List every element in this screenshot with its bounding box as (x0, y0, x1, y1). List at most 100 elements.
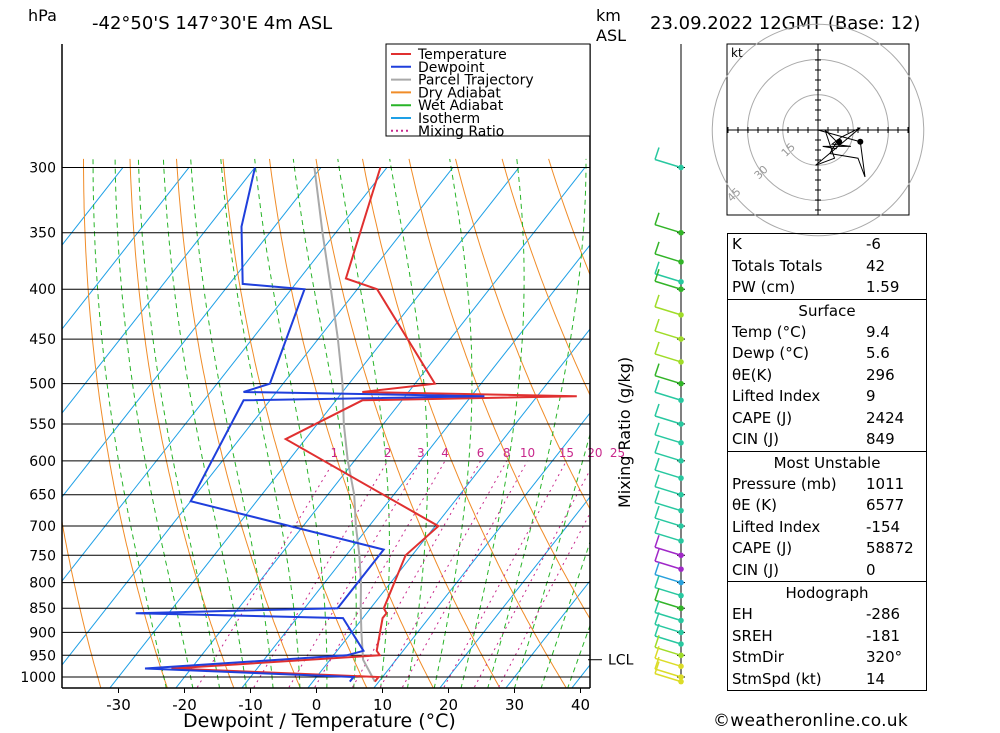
x-axis-title: Dewpoint / Temperature (°C) (183, 710, 456, 732)
pressure-tick-label: 300 (29, 160, 56, 176)
wind-barb (654, 668, 682, 678)
index-label: θE (K) (732, 496, 777, 514)
isotherm-line (62, 167, 454, 666)
pressure-tick-label: 400 (29, 282, 56, 298)
index-value: -6 (866, 235, 881, 253)
isotherm-line (373, 412, 590, 688)
chart-axes: -30 -20 -10 0 10 20 30 40 (61, 44, 591, 714)
wind-barb (654, 434, 682, 444)
mixing-ratio-line (401, 460, 528, 688)
mixing-ratio-tick-label: 1 (330, 446, 338, 460)
wind-barb-point (678, 440, 684, 446)
index-value: 2424 (866, 408, 905, 427)
isotherm-line (109, 167, 520, 688)
x-tick-label: -10 (238, 696, 263, 714)
wind-barb (654, 635, 682, 645)
x-tick-label: 10 (373, 696, 392, 714)
dry-adiabat-line (222, 158, 368, 688)
wind-barb-point (678, 552, 684, 559)
wet-adiabat-line (190, 158, 274, 688)
wind-barb-feather (654, 505, 660, 519)
legend-box (385, 43, 591, 137)
wind-barb-point (678, 678, 684, 685)
index-value: 1011 (866, 474, 905, 493)
wind-barb-feather (654, 261, 660, 274)
indices-table: K -6 Totals Totals 42 PW (cm) 1.59 Surface Te… (727, 233, 927, 691)
hodograph-unit-label: kt (731, 46, 743, 60)
wind-barb-feather (654, 656, 660, 670)
wet-adiabat-line (114, 158, 194, 688)
index-row: K -6 (732, 234, 922, 256)
wind-barb (654, 672, 682, 683)
wind-barb (654, 158, 682, 169)
dry-adiabat-line (62, 518, 102, 688)
dewpoint-series (135, 167, 485, 683)
wind-barb-feather (654, 457, 660, 471)
pressure-tick-label: 750 (29, 548, 56, 564)
isotherm-line (439, 496, 590, 688)
x-tick-label: -20 (172, 696, 197, 714)
wind-barb-point (678, 397, 684, 404)
index-value: 42 (866, 256, 886, 275)
index-value: 9 (866, 387, 876, 405)
x-tick-label: 20 (439, 696, 458, 714)
wind-barb-point (678, 491, 684, 498)
mixing-ratio-tick-label: 15 (559, 446, 574, 460)
mixing-ratio-tick-label: 3 (417, 446, 425, 460)
wind-barb-feather (654, 341, 660, 355)
mixing-ratio-tick-label: 2 (384, 446, 392, 460)
index-value: 58872 (866, 539, 914, 557)
mixing-ratio-line (196, 460, 335, 688)
pressure-tick-label: 900 (29, 625, 56, 641)
wind-barb-point (678, 336, 684, 342)
wind-barb-point (678, 538, 684, 544)
legend-entry: Temperature (417, 47, 507, 63)
mixing-ratio-labels: 1 2 3 4 6 8 10 15 20 25 (330, 446, 625, 460)
index-row: StmDir 320° (732, 647, 922, 669)
index-label: CIN (J) (732, 560, 780, 579)
index-label: StmDir (732, 648, 784, 666)
isotherm-line (62, 167, 322, 498)
index-label: CIN (J) (732, 430, 780, 448)
wind-barb-feather (654, 440, 660, 454)
location-label: -42°50'S 147°30'E 4m ASL (92, 13, 332, 34)
wind-barb (654, 532, 682, 542)
wet-adiabat-line (460, 158, 525, 688)
index-row: CAPE (J) 2424 (732, 408, 922, 430)
mixing-ratio-line (313, 460, 446, 688)
wind-barb-point (678, 507, 684, 514)
wind-barb-point (678, 652, 684, 659)
dry-adiabat-line (501, 158, 590, 397)
wind-barb-point (678, 523, 684, 529)
wind-barb (654, 330, 682, 340)
x-tick-label: 40 (571, 696, 590, 714)
wind-barb-feather (654, 635, 660, 648)
mixing-ratio-line (442, 460, 567, 688)
index-label: EH (732, 605, 753, 623)
index-label: θE(K) (732, 365, 773, 384)
mixing-ratio-tick-label: 6 (477, 446, 485, 460)
legend-entry: Isotherm (418, 111, 480, 127)
wind-barb (654, 469, 682, 479)
wind-barb-point (678, 475, 684, 481)
wet-adiabat-line (92, 158, 167, 688)
credit-label: ©weatheronline.co.uk (713, 711, 909, 731)
wet-adiabat-line (254, 158, 328, 688)
wind-barb (654, 646, 682, 657)
wind-barb-feather (654, 474, 660, 487)
index-row: Dewp (°C) 5.6 (732, 343, 922, 365)
wind-barb (654, 546, 682, 556)
index-row: StmSpd (kt) 14 (732, 669, 922, 691)
pressure-tick-label: 600 (29, 454, 56, 470)
wind-barb-feather (654, 661, 660, 674)
index-row: θE (K) 6577 (732, 495, 922, 517)
mixing-ratio-tick-label: 8 (503, 446, 511, 460)
wind-barb (654, 280, 682, 290)
hodograph-indices-section: Hodograph EH -286 SREH -181 StmDir 320° StmSpd… (727, 581, 927, 691)
wind-barb-point (678, 312, 684, 318)
profile-traces (135, 167, 577, 683)
index-row: Lifted Index -154 (732, 517, 922, 539)
hodograph-marker (857, 138, 864, 145)
wind-barb-point (678, 629, 684, 636)
